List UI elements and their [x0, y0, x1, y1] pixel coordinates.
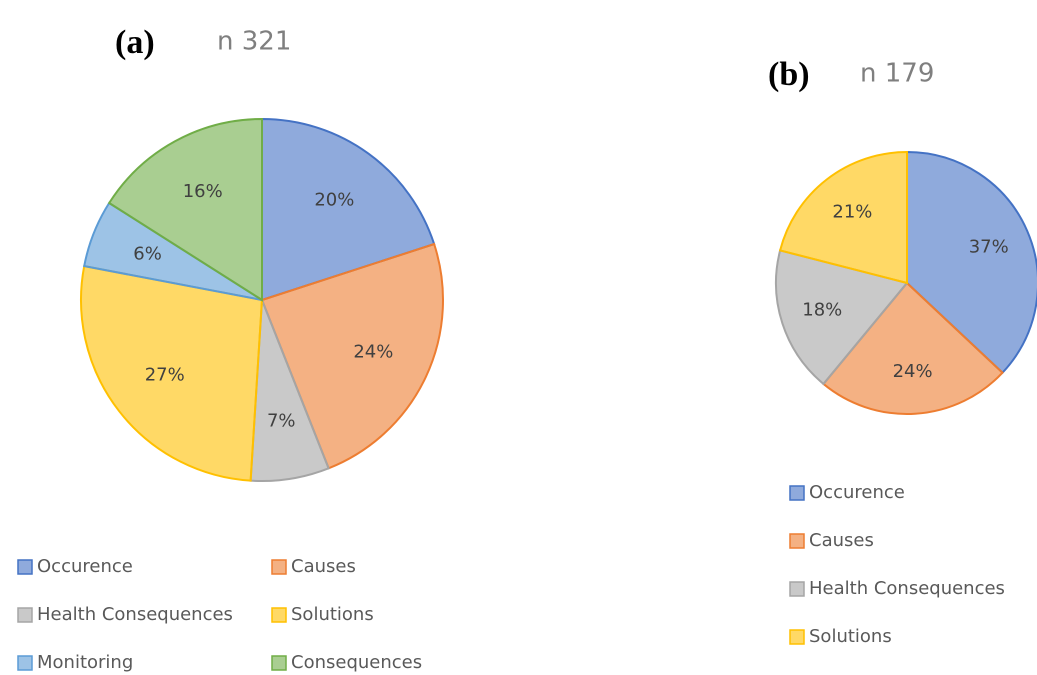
data-label: 37%	[969, 237, 1009, 258]
pie-slice	[906, 150, 1037, 375]
data-label: 20%	[314, 189, 354, 210]
legend-swatch	[271, 607, 287, 623]
data-label: 18%	[802, 300, 842, 321]
legend-swatch	[17, 607, 33, 623]
legend-label: Occurence	[37, 556, 133, 577]
legend-label: Solutions	[809, 626, 892, 647]
data-label: 24%	[893, 361, 933, 382]
panel-label: (a)	[115, 24, 155, 61]
legend-swatch	[789, 581, 805, 597]
legend-label: Health Consequences	[809, 578, 1005, 599]
legend-swatch	[17, 655, 33, 671]
data-label: 24%	[353, 341, 393, 362]
legend-label: Solutions	[291, 604, 374, 625]
pie-slice	[822, 281, 1004, 415]
pie-slice	[775, 249, 909, 386]
data-label: 6%	[133, 244, 162, 265]
data-label: 7%	[267, 411, 296, 432]
legend-swatch	[789, 629, 805, 645]
pie-slice	[261, 117, 436, 302]
legend-swatch	[789, 485, 805, 501]
chart-title: n 179	[860, 59, 934, 89]
legend-label: Occurence	[809, 482, 905, 503]
data-label: 27%	[145, 364, 185, 385]
panel-label: (b)	[768, 56, 810, 93]
legend-label: Causes	[809, 530, 874, 551]
legend-swatch	[271, 655, 287, 671]
data-label: 16%	[183, 181, 223, 202]
legend-label: Health Consequences	[37, 604, 233, 625]
pie-slice	[107, 117, 263, 302]
legend-label: Consequences	[291, 652, 422, 673]
legend-swatch	[271, 559, 287, 575]
data-label: 21%	[832, 202, 872, 223]
pie-slice	[778, 150, 908, 285]
legend-swatch	[17, 559, 33, 575]
pie-slice	[80, 264, 264, 482]
chart-title: n 321	[217, 27, 291, 57]
legend-label: Causes	[291, 556, 356, 577]
legend-swatch	[789, 533, 805, 549]
legend-label: Monitoring	[37, 652, 133, 673]
